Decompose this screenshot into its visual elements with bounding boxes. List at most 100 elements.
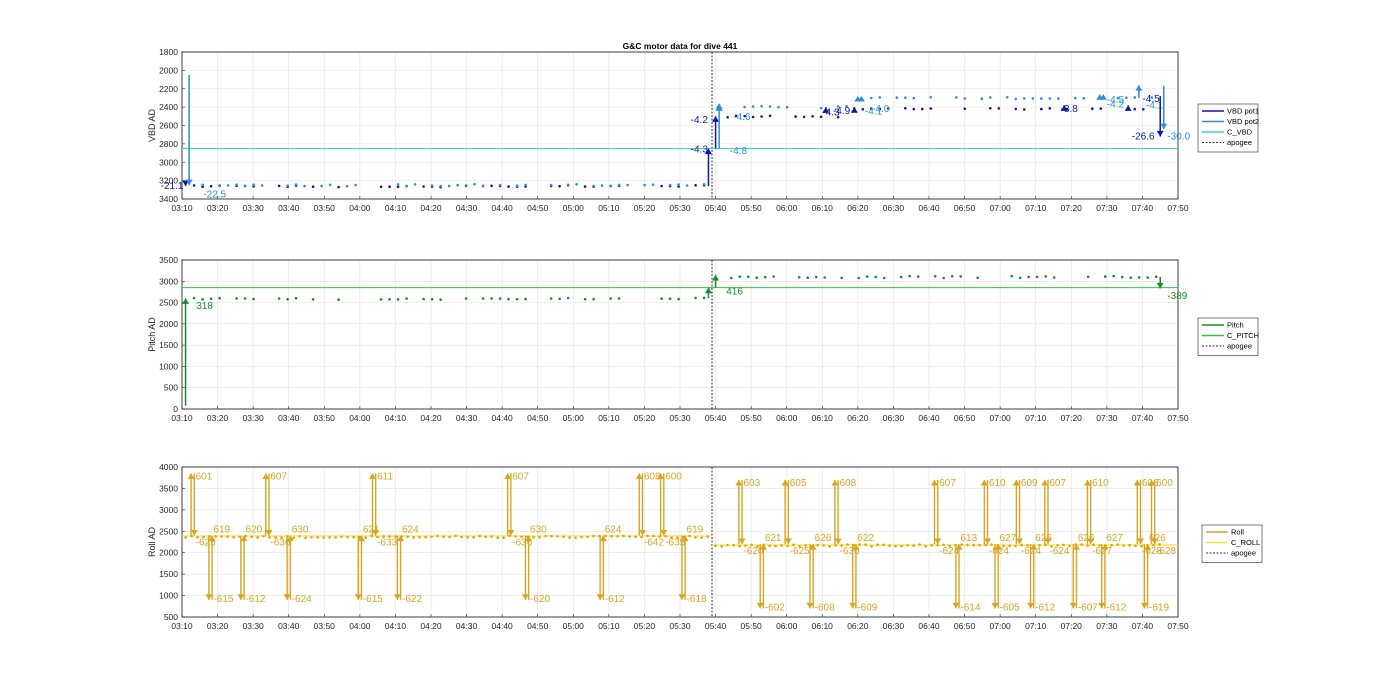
roll-arrow-head xyxy=(806,602,814,609)
roll-arrow-head xyxy=(635,473,643,480)
x-tick-label: 06:50 xyxy=(954,203,976,213)
y-tick-label: 2200 xyxy=(159,84,178,94)
roll-label: 609 xyxy=(1021,478,1038,489)
x-tick-label: 04:40 xyxy=(492,203,514,213)
data-point xyxy=(454,534,457,538)
data-point xyxy=(694,536,697,539)
legend-box xyxy=(1197,317,1259,356)
data-point xyxy=(997,107,1001,110)
data-point xyxy=(192,184,196,187)
move-label: -3.8 xyxy=(1061,104,1079,115)
roll-arrow-head xyxy=(1012,479,1020,486)
roll-arrow-head xyxy=(1069,602,1077,609)
data-point xyxy=(277,184,281,188)
y-tick-label: 1500 xyxy=(159,340,178,350)
data-point xyxy=(792,543,795,547)
roll-return-head xyxy=(265,529,273,536)
data-point xyxy=(836,115,840,119)
data-point xyxy=(846,543,849,546)
roll-arrow-head xyxy=(980,479,988,486)
data-point xyxy=(286,184,289,187)
data-point xyxy=(634,535,637,538)
data-point xyxy=(1129,276,1132,280)
move-label: -4.5 xyxy=(1107,95,1125,106)
data-point xyxy=(490,535,493,538)
x-tick-label: 06:10 xyxy=(812,413,834,423)
data-point xyxy=(834,544,837,547)
roll-return-head xyxy=(1072,544,1080,550)
data-point xyxy=(811,115,814,118)
roll-back-label: 626 xyxy=(1078,533,1095,544)
y-tick-label: 3400 xyxy=(159,194,178,204)
x-tick-label: 07:50 xyxy=(1167,203,1189,213)
move-arrow-head xyxy=(1156,282,1164,289)
data-point xyxy=(243,297,247,300)
roll-back-label: -635 xyxy=(665,538,685,549)
data-point xyxy=(888,544,891,547)
data-point xyxy=(220,535,223,538)
data-point xyxy=(464,184,468,187)
x-tick-label: 03:50 xyxy=(314,621,336,631)
data-point xyxy=(388,185,391,188)
data-point xyxy=(294,183,298,186)
x-tick-label: 04:50 xyxy=(527,621,549,631)
x-tick-label: 05:10 xyxy=(598,413,620,423)
data-point xyxy=(1010,274,1013,278)
roll-label: 600 xyxy=(665,471,682,482)
data-point xyxy=(929,107,933,110)
x-tick-label: 04:00 xyxy=(349,413,371,423)
data-point xyxy=(738,275,741,278)
legend-entry: C_VBD xyxy=(1227,128,1253,137)
data-point xyxy=(436,534,439,538)
data-point xyxy=(252,183,255,186)
roll-back-label: 613 xyxy=(960,533,977,544)
data-point xyxy=(422,185,425,188)
data-point xyxy=(816,543,819,547)
data-point xyxy=(1018,276,1022,280)
roll-arrow-head xyxy=(678,594,686,600)
y-tick-label: 3000 xyxy=(159,157,178,167)
data-point xyxy=(600,184,604,187)
x-tick-label: 05:30 xyxy=(669,621,691,631)
data-point xyxy=(823,276,826,279)
move-arrow-head xyxy=(712,274,720,281)
data-point xyxy=(396,185,400,189)
y-tick-label: 1800 xyxy=(159,47,178,57)
data-point xyxy=(558,184,561,188)
data-point xyxy=(1044,543,1047,547)
data-point xyxy=(405,184,408,188)
data-point xyxy=(990,543,993,546)
move-arrow-head xyxy=(712,116,720,122)
data-point xyxy=(668,297,672,301)
data-point xyxy=(1082,97,1086,100)
roll-back-label: 627 xyxy=(1000,533,1017,544)
data-point xyxy=(1040,107,1043,111)
y-tick-label: 0 xyxy=(173,404,178,414)
data-point xyxy=(481,184,485,188)
roll-return-head xyxy=(357,535,365,542)
x-tick-label: 06:30 xyxy=(883,413,905,423)
data-point xyxy=(616,535,619,538)
y-tick-label: 500 xyxy=(164,383,178,393)
roll-arrow-head xyxy=(393,594,401,600)
data-point xyxy=(870,96,873,100)
data-point xyxy=(472,536,475,539)
data-point xyxy=(568,536,571,539)
roll-arrow-head xyxy=(521,594,529,600)
x-tick-label: 04:30 xyxy=(456,203,478,213)
move-label: 416 xyxy=(726,287,743,298)
data-point xyxy=(460,535,463,539)
x-tick-label: 04:00 xyxy=(349,203,371,213)
data-point xyxy=(1128,543,1131,547)
x-tick-label: 03:50 xyxy=(314,413,336,423)
legend-entry: VBD pot2 xyxy=(1227,117,1259,126)
data-point xyxy=(562,535,565,538)
move-label: -21.1 xyxy=(161,181,184,192)
data-point xyxy=(857,276,860,280)
roll-back-label: -624 xyxy=(939,546,959,557)
data-point xyxy=(515,184,519,187)
data-point xyxy=(955,96,958,99)
data-point xyxy=(664,535,667,538)
data-point xyxy=(670,536,673,539)
